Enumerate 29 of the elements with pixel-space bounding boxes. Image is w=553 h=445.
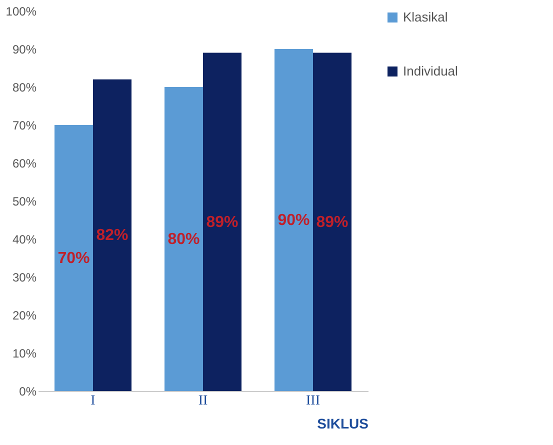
bar — [164, 87, 203, 391]
y-tick-label: 30% — [12, 270, 37, 284]
data-label: 89% — [316, 214, 348, 231]
bar — [93, 79, 132, 391]
bar — [313, 52, 352, 391]
y-tick-label: 90% — [12, 42, 37, 56]
y-tick-label: 20% — [12, 308, 37, 322]
x-tick-label: II — [198, 394, 208, 408]
legend-label: Individual — [403, 64, 458, 78]
bar — [54, 125, 93, 391]
legend-label: Klasikal — [403, 10, 448, 24]
y-tick-label: 40% — [12, 232, 37, 246]
y-tick-label: 70% — [12, 118, 37, 132]
y-tick-label: 80% — [12, 80, 37, 94]
bar — [274, 49, 313, 391]
data-label: 70% — [58, 250, 90, 267]
data-label: 90% — [278, 212, 310, 229]
x-axis-title: SIKLUS — [317, 416, 368, 432]
x-tick-label: I — [90, 394, 96, 408]
y-tick-label: 10% — [12, 346, 37, 360]
data-label: 89% — [206, 214, 238, 231]
data-label: 80% — [168, 231, 200, 248]
bar — [203, 52, 242, 391]
y-tick-label: 60% — [12, 156, 37, 170]
x-tick-label: III — [306, 394, 320, 408]
y-tick-label: 50% — [12, 194, 37, 208]
y-tick-label: 0% — [19, 384, 37, 398]
data-label: 82% — [96, 227, 128, 244]
y-tick-label: 100% — [6, 4, 37, 18]
